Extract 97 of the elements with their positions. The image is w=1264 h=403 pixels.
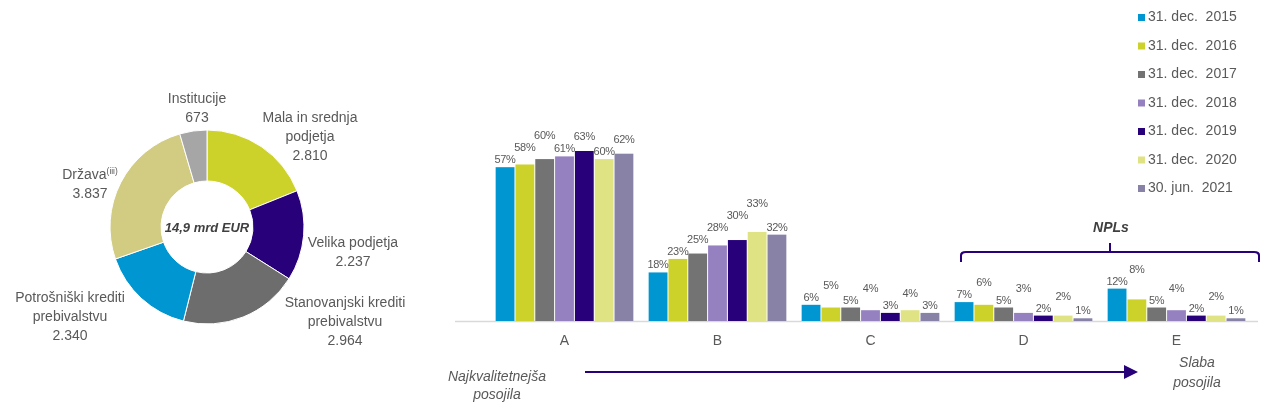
legend-label: 31. dec. 2015 [1148,8,1237,24]
data-label: 30% [726,208,749,221]
data-label: 2% [1188,301,1205,314]
data-label: 2.810 [292,147,328,163]
data-label: 23% [667,244,689,257]
data-label: 673 [185,109,209,125]
data-label: 2.340 [52,327,88,343]
data-label: 58% [514,141,536,154]
bar [880,312,900,321]
slice-label: Institucije [167,90,227,106]
data-label: 1% [1075,304,1092,317]
bar [1127,299,1147,321]
data-label: 60% [534,129,556,142]
legend-label: 31. dec. 2017 [1148,65,1237,81]
x-tick-label: B [712,332,723,348]
text: Najkvalitetnejša posojila [447,368,547,402]
bar [920,312,940,321]
bar [841,307,861,321]
bar [668,258,688,321]
bar [801,304,821,321]
data-label: 3% [1015,281,1032,294]
legend-label: 30. jun. 2021 [1148,179,1234,195]
data-label: 33% [746,196,769,209]
data-label: 2% [1208,289,1225,302]
bar [1147,307,1167,321]
slice-label: Potrošniški krediti prebivalstvu [15,289,125,324]
data-label: 60% [593,145,616,158]
bar [1186,315,1206,321]
bar [1226,318,1246,321]
slice-label: Stanovanjski krediti prebivalstvu [284,294,406,329]
bar [1073,318,1093,321]
data-label: 4% [1168,281,1185,294]
data-label: 3% [882,298,899,311]
bar [767,234,787,321]
data-label: 2.237 [335,253,371,269]
legend-label: 31. dec. 2020 [1148,150,1237,167]
slice-label: Država$^{(iii)}$ [62,166,118,182]
data-label: 7% [956,288,973,301]
data-label: 5% [823,278,840,291]
bar [861,310,880,321]
bar [535,159,555,321]
text: Slaba posojila [1172,354,1221,390]
data-label: 62% [613,133,636,146]
data-label: 4% [902,286,919,299]
x-tick-label: A [559,332,570,348]
data-label: 57% [494,153,517,166]
bar [1206,315,1226,321]
text: 14,9 mrd EUR [164,220,250,235]
data-label: 32% [766,220,789,233]
annotation: NPLs [1093,219,1130,235]
x-tick-label: E [1171,332,1182,348]
bar [708,245,727,321]
data-label: 5% [843,293,859,306]
bar [1033,315,1053,321]
bar [821,307,841,321]
bar [648,272,668,321]
data-label: 63% [573,130,596,143]
bar [495,167,515,321]
x-tick-label: C [865,332,876,348]
bar [1053,315,1073,321]
bar [900,310,920,321]
data-label: 6% [803,290,820,303]
legend-label: 31. dec. 2018 [1148,93,1237,110]
slice-label: Velika podjetja [307,234,399,250]
data-label: 6% [976,276,993,289]
legend-label: 31. dec. 2019 [1148,122,1237,138]
data-label: 12% [1106,274,1129,287]
data-label: 3% [922,298,939,311]
bar [747,231,767,321]
data-label: 2% [1035,301,1052,314]
data-label: 3.837 [72,185,108,201]
data-label: 5% [996,293,1012,306]
bar [614,153,634,321]
data-label: 2% [1055,289,1072,302]
bar [594,159,614,321]
bar [1014,312,1033,321]
bar [555,156,574,321]
bar [688,253,708,321]
legend-label: 31. dec. 2016 [1148,36,1237,53]
data-label: 2.964 [327,332,363,348]
data-label: 4% [862,281,879,294]
bar [727,240,747,321]
bar [515,164,535,321]
data-label: 5% [1149,293,1165,306]
x-tick-label: D [1018,332,1029,348]
slice-label: Mala in srednja podjetja [262,109,358,144]
data-label: 25% [687,232,709,245]
data-label: 1% [1228,304,1245,317]
bar [954,302,974,321]
data-label: 8% [1129,262,1146,275]
bar [574,151,594,321]
data-label: 28% [706,220,729,233]
bar [1107,288,1127,321]
bar [974,304,994,321]
bar [1167,310,1186,321]
bar [994,307,1014,321]
data-label: 61% [553,142,576,155]
